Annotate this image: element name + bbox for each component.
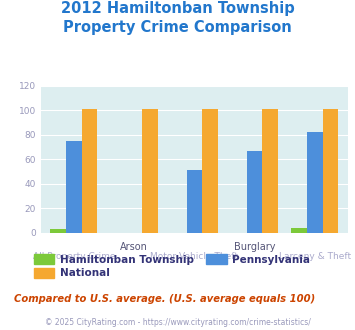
Text: Burglary: Burglary [234, 242, 275, 252]
Text: Motor Vehicle Theft: Motor Vehicle Theft [151, 252, 238, 261]
Bar [82, 109, 97, 233]
Bar [186, 170, 202, 233]
Bar [291, 228, 307, 233]
Text: Arson: Arson [120, 242, 148, 252]
Bar [323, 109, 338, 233]
Text: Larceny & Theft: Larceny & Theft [279, 252, 351, 261]
Bar [202, 109, 218, 233]
Bar [50, 229, 66, 233]
Bar [247, 151, 262, 233]
Text: © 2025 CityRating.com - https://www.cityrating.com/crime-statistics/: © 2025 CityRating.com - https://www.city… [45, 318, 310, 327]
Text: Property Crime Comparison: Property Crime Comparison [63, 20, 292, 35]
Text: 2012 Hamiltonban Township: 2012 Hamiltonban Township [61, 1, 294, 16]
Bar [142, 109, 158, 233]
Bar [66, 141, 82, 233]
Bar [262, 109, 278, 233]
Text: All Property Crime: All Property Crime [33, 252, 115, 261]
Text: Compared to U.S. average. (U.S. average equals 100): Compared to U.S. average. (U.S. average … [14, 294, 316, 304]
Bar [307, 132, 323, 233]
Legend: Hamiltonban Township, National, Pennsylvania: Hamiltonban Township, National, Pennsylv… [34, 254, 310, 279]
